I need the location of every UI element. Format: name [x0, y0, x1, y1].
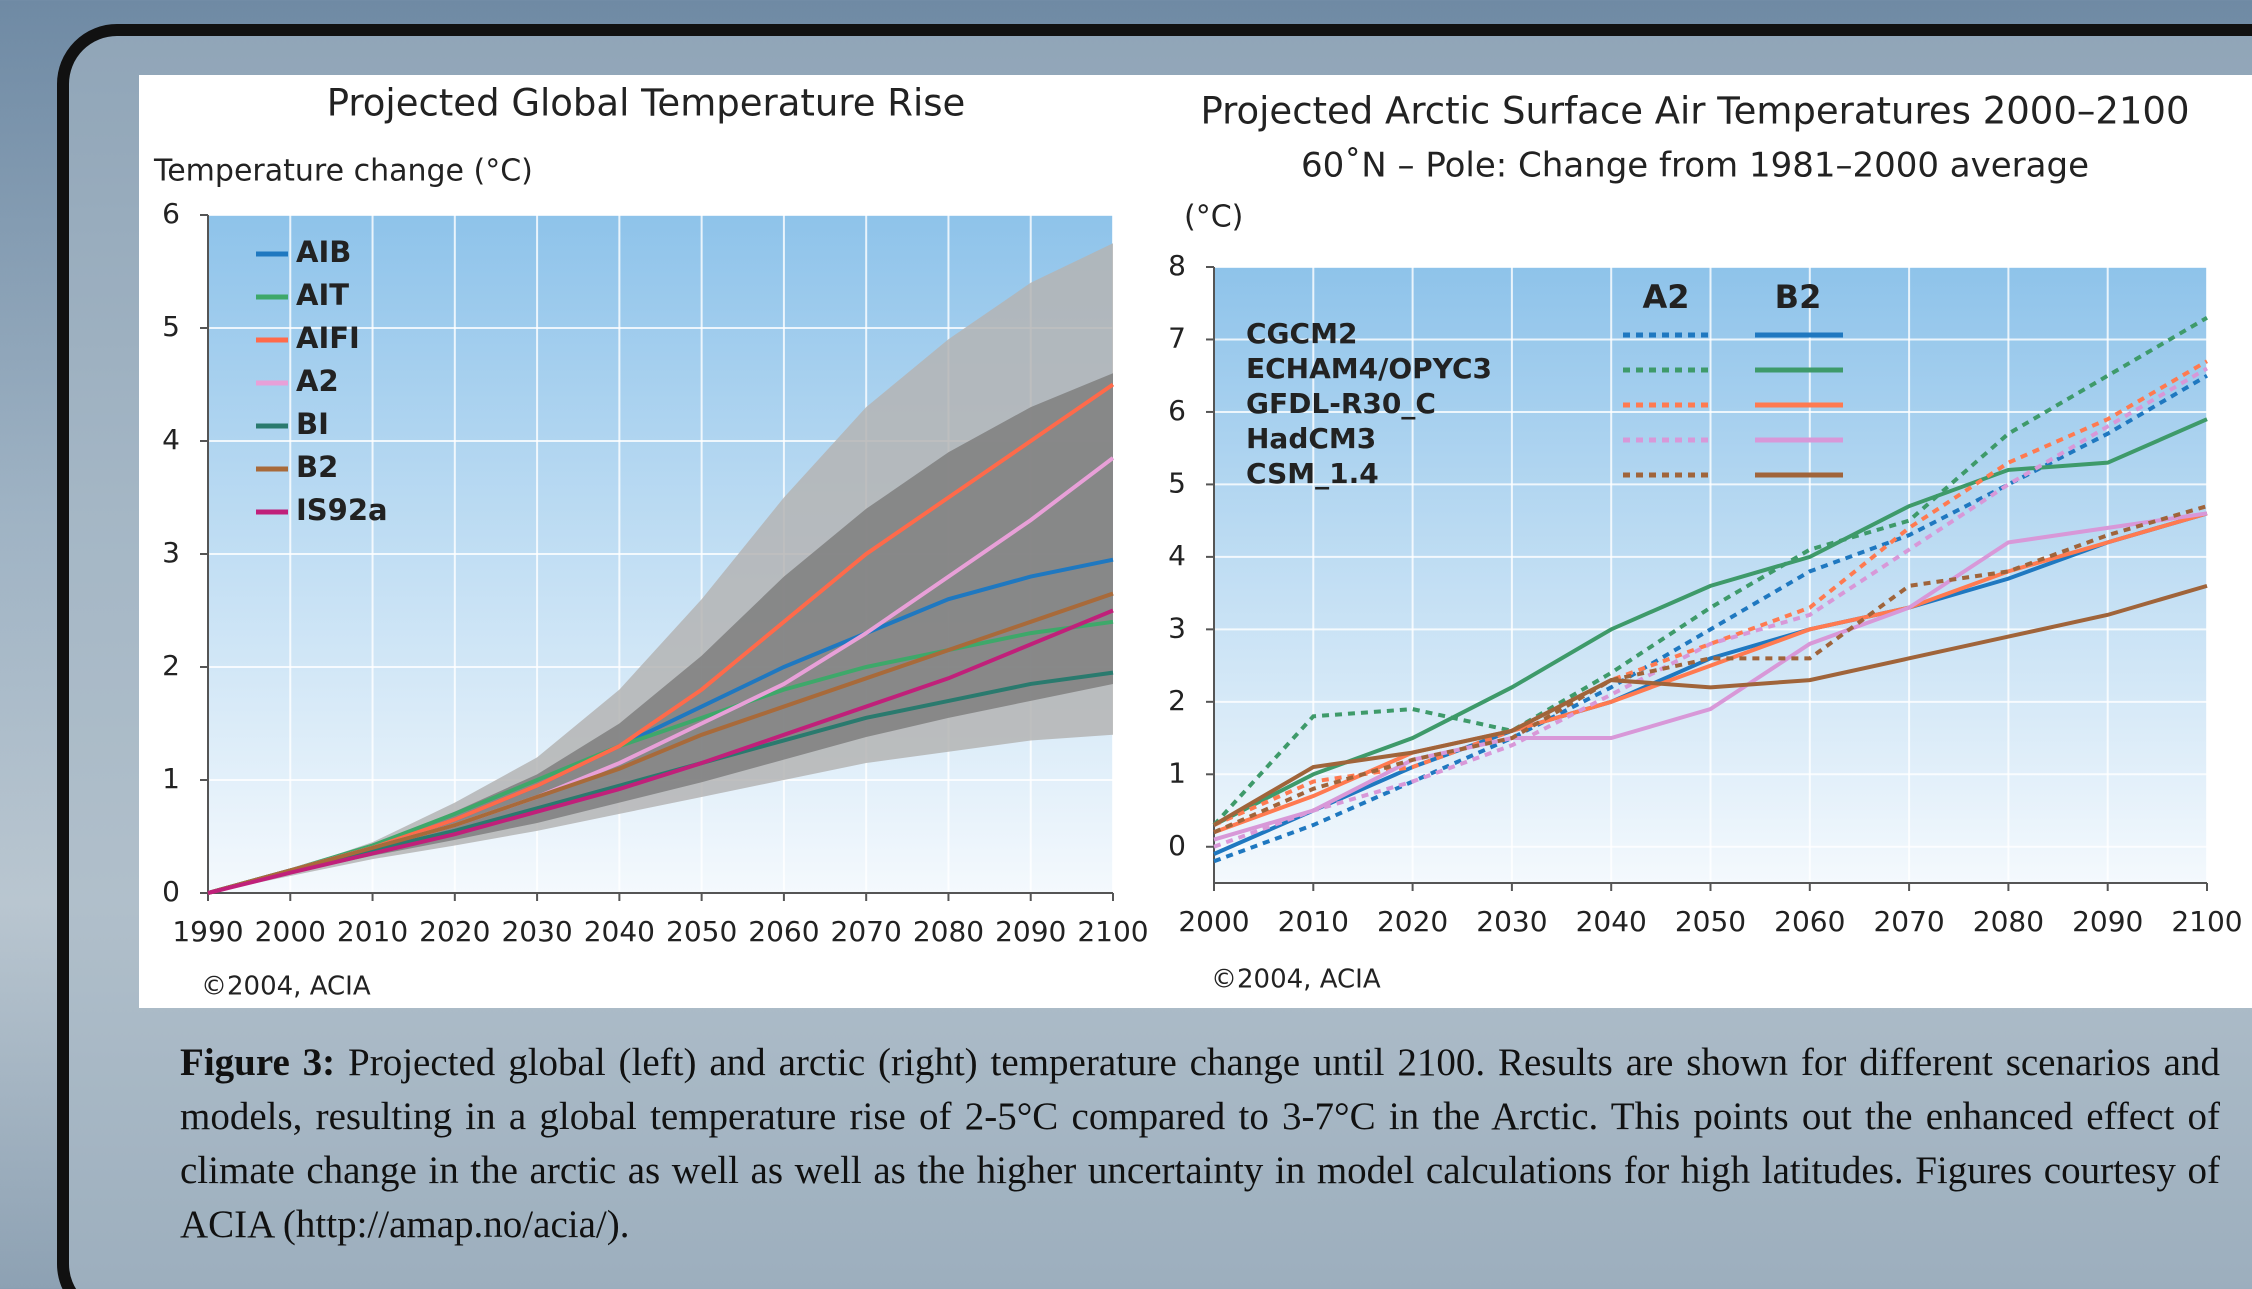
x-tick-label: 2090	[995, 915, 1066, 948]
x-tick-label: 2000	[1178, 905, 1249, 938]
x-tick-label: 1990	[172, 915, 243, 948]
page: Projected Global Temperature Rise Temper…	[0, 0, 2252, 1289]
legend-label: GFDL-R30_C	[1246, 387, 1436, 420]
y-tick-label: 8	[1168, 249, 1186, 282]
y-tick-label: 3	[1168, 611, 1186, 644]
caption: Figure 3: Projected global (left) and ar…	[180, 1036, 2220, 1252]
x-tick-label: 2040	[584, 915, 655, 948]
x-tick-label: 2010	[1278, 905, 1349, 938]
legend-label: CSM_1.4	[1246, 457, 1379, 490]
y-tick-label: 6	[1168, 394, 1186, 427]
legend-header: B2	[1775, 278, 1822, 316]
legend-label: IS92a	[296, 493, 388, 527]
y-axis-label: (°C)	[1184, 200, 1243, 235]
x-tick-label: 2030	[501, 915, 572, 948]
y-axis-label: Temperature change (°C)	[153, 154, 533, 189]
charts: Projected Global Temperature Rise Temper…	[0, 0, 2252, 1010]
legend-label: BI	[296, 407, 329, 441]
x-tick-label: 2020	[419, 915, 490, 948]
chart-title: Projected Global Temperature Rise	[327, 82, 966, 125]
x-tick-label: 2080	[913, 915, 984, 948]
y-tick-label: 0	[162, 875, 180, 908]
chart-subtitle: 60˚N – Pole: Change from 1981–2000 avera…	[1301, 146, 2089, 186]
x-tick-label: 2080	[1973, 905, 2044, 938]
y-tick-label: 2	[162, 649, 180, 682]
x-tick-label: 2070	[1873, 905, 1944, 938]
legend-label: AIB	[296, 235, 351, 269]
y-tick-label: 4	[1168, 539, 1186, 572]
x-tick-label: 2010	[337, 915, 408, 948]
x-tick-label: 2040	[1576, 905, 1647, 938]
legend-header: A2	[1642, 278, 1689, 316]
x-tick-label: 2100	[2171, 905, 2242, 938]
legend-label: B2	[296, 450, 338, 484]
y-tick-label: 5	[162, 310, 180, 343]
y-tick-label: 6	[162, 197, 180, 230]
x-tick-label: 2020	[1377, 905, 1448, 938]
y-tick-label: 0	[1168, 829, 1186, 862]
x-tick-label: 2060	[1774, 905, 1845, 938]
x-tick-label: 2030	[1476, 905, 1547, 938]
legend-label: A2	[296, 364, 339, 398]
credit: ©2004, ACIA	[1211, 965, 1381, 995]
x-tick-label: 2000	[255, 915, 326, 948]
x-tick-label: 2090	[2072, 905, 2143, 938]
caption-label: Figure 3:	[180, 1041, 335, 1084]
x-tick-label: 2070	[831, 915, 902, 948]
legend-label: CGCM2	[1246, 317, 1357, 350]
y-tick-label: 5	[1168, 466, 1186, 499]
chart-title: Projected Arctic Surface Air Temperature…	[1200, 90, 2189, 133]
credit: ©2004, ACIA	[201, 972, 371, 1002]
y-tick-label: 1	[1168, 756, 1186, 789]
x-tick-label: 2050	[1675, 905, 1746, 938]
x-tick-label: 2050	[666, 915, 737, 948]
y-tick-label: 3	[162, 536, 180, 569]
y-tick-label: 4	[162, 423, 180, 456]
legend-label: HadCM3	[1246, 422, 1376, 455]
y-tick-label: 7	[1168, 321, 1186, 354]
y-tick-label: 1	[162, 762, 180, 795]
legend-label: AIT	[296, 278, 349, 312]
x-tick-label: 2100	[1077, 915, 1148, 948]
x-tick-label: 2060	[748, 915, 819, 948]
legend-label: AIFI	[296, 321, 360, 355]
legend-label: ECHAM4/OPYC3	[1246, 352, 1492, 385]
y-tick-label: 2	[1168, 684, 1186, 717]
caption-text: Projected global (left) and arctic (righ…	[180, 1041, 2220, 1246]
